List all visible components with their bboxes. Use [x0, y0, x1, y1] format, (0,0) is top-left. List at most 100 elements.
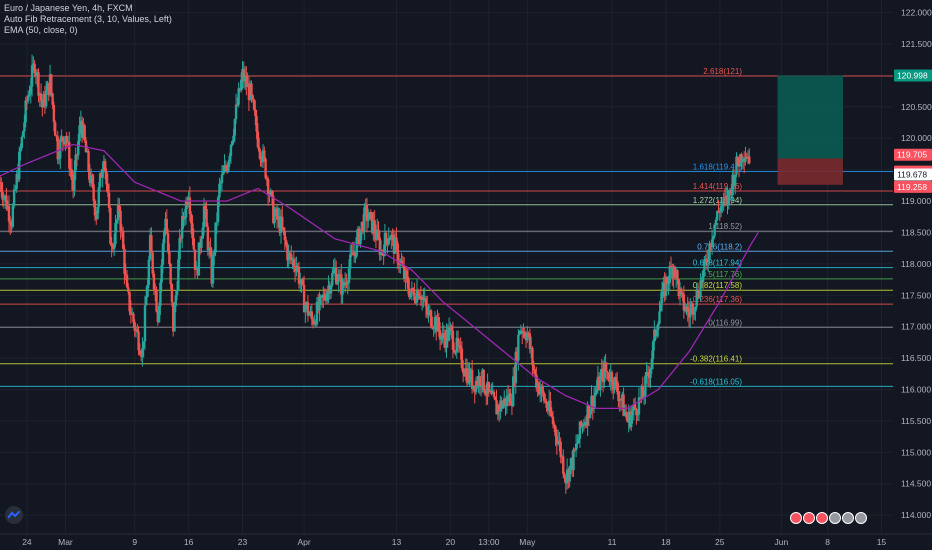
candle-body[interactable] — [465, 368, 469, 384]
candle-body[interactable] — [350, 252, 353, 255]
candle-body[interactable] — [714, 219, 718, 226]
candle-body[interactable] — [722, 197, 725, 205]
candle-body[interactable] — [463, 372, 466, 377]
candle-body[interactable] — [402, 266, 406, 279]
candle-body[interactable] — [483, 390, 487, 395]
candle-body[interactable] — [472, 385, 475, 389]
candle-body[interactable] — [413, 292, 416, 301]
candle-body[interactable] — [172, 302, 175, 332]
candle-body[interactable] — [513, 376, 516, 384]
candle-body[interactable] — [318, 297, 321, 311]
candle-body[interactable] — [630, 415, 633, 428]
candle-body[interactable] — [247, 83, 251, 100]
candle-body[interactable] — [592, 396, 596, 409]
candle-body[interactable] — [442, 333, 446, 339]
candle-body[interactable] — [333, 267, 337, 271]
candle-body[interactable] — [527, 332, 530, 334]
candle-body[interactable] — [214, 222, 217, 253]
candle-body[interactable] — [418, 295, 421, 299]
candle-body[interactable] — [98, 173, 102, 188]
candle-body[interactable] — [354, 252, 357, 257]
candle-body[interactable] — [368, 212, 371, 220]
candle-body[interactable] — [351, 252, 355, 256]
candle-body[interactable] — [342, 281, 346, 286]
candle-body[interactable] — [119, 210, 122, 231]
candle-body[interactable] — [614, 377, 618, 381]
candle-body[interactable] — [337, 274, 340, 282]
candle-body[interactable] — [486, 381, 489, 395]
candle-body[interactable] — [274, 208, 278, 214]
candle-body[interactable] — [563, 473, 566, 479]
candle-body[interactable] — [44, 90, 48, 107]
candle-body[interactable] — [550, 412, 553, 417]
candle-body[interactable] — [649, 369, 652, 378]
candle-body[interactable] — [91, 175, 94, 185]
candle-body[interactable] — [288, 252, 292, 255]
candle-body[interactable] — [606, 372, 610, 379]
candle-body[interactable] — [545, 401, 548, 408]
candle-body[interactable] — [25, 100, 29, 102]
stop-zone[interactable] — [777, 158, 843, 185]
candle-body[interactable] — [300, 279, 303, 284]
candle-body[interactable] — [82, 125, 85, 138]
candle-body[interactable] — [658, 311, 661, 324]
candle-body[interactable] — [222, 171, 225, 175]
candle-body[interactable] — [138, 350, 142, 355]
candle-body[interactable] — [319, 295, 322, 298]
candle-body[interactable] — [257, 147, 261, 152]
candle-body[interactable] — [742, 158, 746, 162]
candle-body[interactable] — [62, 141, 66, 145]
candle-body[interactable] — [60, 136, 63, 140]
candle-body[interactable] — [427, 310, 430, 315]
candle-body[interactable] — [74, 154, 77, 171]
candle-body[interactable] — [601, 368, 605, 383]
candle-body[interactable] — [273, 213, 276, 224]
candle-body[interactable] — [32, 63, 35, 66]
candle-body[interactable] — [48, 74, 52, 96]
candle-body[interactable] — [133, 322, 136, 331]
candle-body[interactable] — [41, 100, 44, 108]
candle-body[interactable] — [417, 290, 420, 299]
candle-body[interactable] — [11, 206, 15, 227]
candle-body[interactable] — [485, 394, 488, 396]
candle-body[interactable] — [627, 411, 630, 422]
candle-body[interactable] — [293, 266, 297, 272]
candle-body[interactable] — [437, 317, 441, 331]
candle-body[interactable] — [623, 411, 627, 416]
candle-body[interactable] — [591, 395, 594, 409]
candle-body[interactable] — [116, 204, 120, 221]
candle-body[interactable] — [701, 270, 705, 282]
candle-body[interactable] — [369, 212, 373, 214]
candle-body[interactable] — [165, 218, 168, 234]
candle-body[interactable] — [96, 206, 99, 220]
candle-body[interactable] — [69, 168, 72, 170]
candle-body[interactable] — [196, 268, 199, 276]
candle-body[interactable] — [374, 233, 378, 240]
candle-body[interactable] — [669, 266, 673, 268]
candle-body[interactable] — [565, 469, 569, 484]
candle-body[interactable] — [683, 310, 687, 312]
candle-body[interactable] — [440, 336, 443, 340]
candle-body[interactable] — [732, 174, 736, 186]
candle-body[interactable] — [373, 220, 376, 234]
candle-body[interactable] — [218, 183, 221, 198]
candle-body[interactable] — [447, 327, 451, 341]
candle-body[interactable] — [501, 403, 505, 409]
candle-body[interactable] — [433, 316, 437, 328]
candle-body[interactable] — [331, 272, 334, 286]
candle-body[interactable] — [327, 285, 330, 293]
candle-body[interactable] — [345, 282, 348, 285]
candle-body[interactable] — [204, 205, 207, 209]
candle-body[interactable] — [639, 397, 642, 399]
candle-body[interactable] — [86, 151, 89, 153]
candle-body[interactable] — [242, 69, 245, 82]
candle-body[interactable] — [632, 404, 636, 411]
candle-body[interactable] — [567, 469, 570, 482]
candle-body[interactable] — [709, 243, 713, 247]
candle-body[interactable] — [464, 368, 467, 377]
candle-body[interactable] — [748, 156, 751, 164]
candle-body[interactable] — [178, 237, 181, 260]
candle-body[interactable] — [87, 151, 90, 173]
tradingview-logo-icon[interactable] — [5, 506, 23, 524]
candle-body[interactable] — [325, 292, 329, 301]
